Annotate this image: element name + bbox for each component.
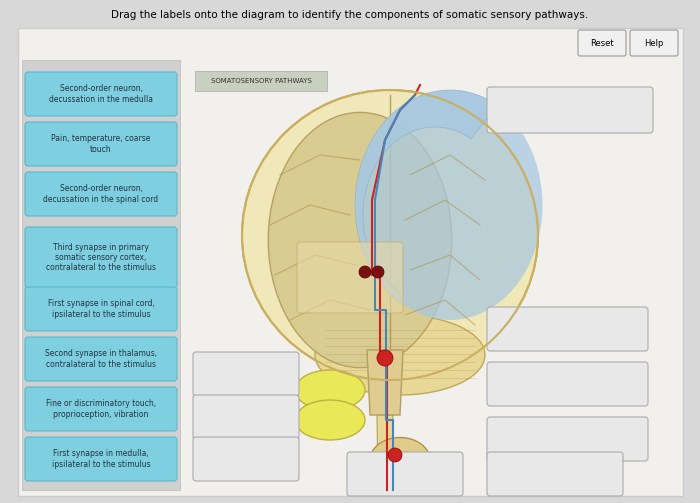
FancyBboxPatch shape: [193, 437, 299, 481]
Circle shape: [388, 448, 402, 462]
FancyBboxPatch shape: [487, 87, 653, 133]
FancyBboxPatch shape: [25, 437, 177, 481]
Ellipse shape: [295, 400, 365, 440]
FancyBboxPatch shape: [25, 72, 177, 116]
FancyBboxPatch shape: [25, 227, 177, 288]
Circle shape: [372, 266, 384, 278]
FancyBboxPatch shape: [25, 387, 177, 431]
Text: Fine or discriminatory touch,
proprioception, vibration: Fine or discriminatory touch, propriocep…: [46, 399, 156, 418]
FancyBboxPatch shape: [25, 287, 177, 331]
Ellipse shape: [268, 112, 452, 368]
FancyBboxPatch shape: [193, 352, 299, 396]
Text: First synapse in medulla,
ipsilateral to the stimulus: First synapse in medulla, ipsilateral to…: [52, 449, 150, 469]
FancyBboxPatch shape: [487, 307, 648, 351]
Ellipse shape: [242, 90, 538, 380]
Ellipse shape: [315, 315, 485, 395]
Text: Second-order neuron,
decussation in the spinal cord: Second-order neuron, decussation in the …: [43, 184, 159, 204]
Text: Second-order neuron,
decussation in the medulla: Second-order neuron, decussation in the …: [49, 85, 153, 104]
Text: Reset: Reset: [590, 39, 614, 47]
FancyBboxPatch shape: [578, 30, 626, 56]
Text: Third synapse in primary
somatic sensory cortex,
contralateral to the stimulus: Third synapse in primary somatic sensory…: [46, 242, 156, 273]
FancyBboxPatch shape: [193, 395, 299, 439]
Polygon shape: [355, 90, 498, 305]
FancyBboxPatch shape: [25, 337, 177, 381]
Ellipse shape: [295, 370, 365, 410]
FancyBboxPatch shape: [22, 60, 180, 490]
FancyBboxPatch shape: [25, 122, 177, 166]
FancyBboxPatch shape: [487, 452, 623, 496]
FancyBboxPatch shape: [297, 242, 403, 313]
FancyBboxPatch shape: [25, 172, 177, 216]
FancyBboxPatch shape: [195, 71, 327, 91]
FancyBboxPatch shape: [487, 362, 648, 406]
Circle shape: [359, 266, 371, 278]
Text: Second synapse in thalamus,
contralateral to the stimulus: Second synapse in thalamus, contralatera…: [45, 349, 157, 369]
FancyBboxPatch shape: [347, 452, 463, 496]
Text: SOMATOSENSORY PATHWAYS: SOMATOSENSORY PATHWAYS: [211, 78, 312, 84]
Ellipse shape: [370, 438, 430, 482]
Text: Drag the labels onto the diagram to identify the components of somatic sensory p: Drag the labels onto the diagram to iden…: [111, 10, 589, 20]
Text: First synapse in spinal cord,
ipsilateral to the stimulus: First synapse in spinal cord, ipsilatera…: [48, 299, 155, 319]
FancyBboxPatch shape: [487, 417, 648, 461]
Polygon shape: [367, 350, 403, 415]
FancyBboxPatch shape: [630, 30, 678, 56]
Text: Pain, temperature, coarse
touch: Pain, temperature, coarse touch: [51, 134, 150, 154]
Ellipse shape: [358, 90, 542, 320]
Polygon shape: [377, 415, 393, 490]
Circle shape: [377, 350, 393, 366]
Text: Help: Help: [644, 39, 664, 47]
FancyBboxPatch shape: [18, 28, 683, 496]
